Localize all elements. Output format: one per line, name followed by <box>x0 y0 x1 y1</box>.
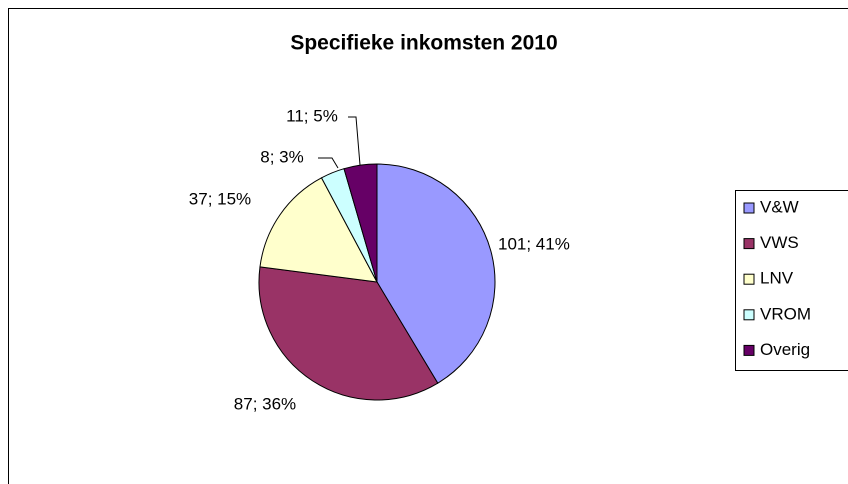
data-label: 87; 36% <box>234 394 296 413</box>
legend-swatch <box>743 273 755 285</box>
leader-line <box>348 116 361 166</box>
legend-swatch <box>743 309 755 321</box>
chart-title: Specifieke inkomsten 2010 <box>290 32 557 55</box>
data-label: 37; 15% <box>189 189 251 208</box>
pie-slice <box>376 163 496 384</box>
pie-slice <box>259 177 378 283</box>
legend-swatch <box>743 202 755 214</box>
pie-slice <box>343 163 378 283</box>
pie-slice <box>258 266 439 401</box>
legend-label: VROM <box>760 304 811 323</box>
data-label: 101; 41% <box>498 234 570 253</box>
legend-label: V&W <box>760 197 799 216</box>
legend-label: VWS <box>760 233 799 252</box>
data-label: 8; 3% <box>260 147 303 166</box>
legend-swatch <box>743 344 755 356</box>
legend-label: Overig <box>760 340 810 359</box>
legend-label: LNV <box>760 269 794 288</box>
leader-line <box>318 157 339 169</box>
legend-swatch <box>743 238 755 250</box>
data-label: 11; 5% <box>286 106 338 125</box>
